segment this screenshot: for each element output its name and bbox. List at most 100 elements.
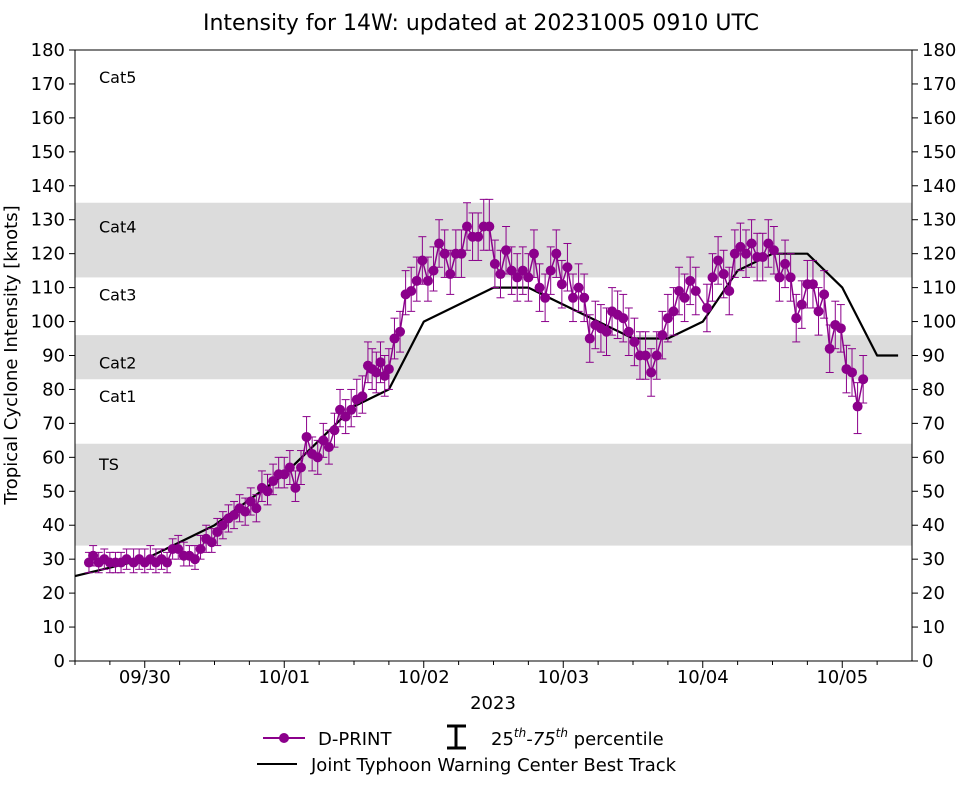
dprint-point — [819, 289, 830, 300]
dprint-point — [335, 404, 346, 415]
dprint-point — [240, 506, 251, 517]
dprint-point — [545, 265, 556, 276]
y-tick-label-right: 170 — [922, 74, 956, 95]
dprint-point — [461, 221, 472, 232]
legend-errorbar-icon — [447, 724, 466, 750]
band-label-cat5: Cat5 — [99, 68, 136, 87]
dprint-point — [568, 292, 579, 303]
dprint-point — [685, 275, 696, 286]
x-tick-label: 10/01 — [258, 667, 310, 688]
y-axis-label: Tropical Cyclone Intensity [knots] — [1, 205, 22, 505]
y-tick-label-right: 0 — [922, 651, 933, 672]
dprint-point — [528, 248, 539, 259]
band-label-cat1: Cat1 — [99, 387, 136, 406]
dprint-point — [813, 306, 824, 317]
y-tick-label-left: 50 — [42, 481, 65, 502]
dprint-point — [534, 282, 545, 293]
dprint-point — [763, 238, 774, 249]
y-tick-label-left: 60 — [42, 447, 65, 468]
y-tick-label-right: 40 — [922, 515, 945, 536]
y-tick-label-left: 100 — [31, 312, 65, 333]
y-tick-label-right: 140 — [922, 176, 956, 197]
dprint-point — [357, 391, 368, 402]
band-label-cat3: Cat3 — [99, 285, 136, 304]
y-tick-label-left: 120 — [31, 244, 65, 265]
y-tick-label-right: 120 — [922, 244, 956, 265]
dprint-point — [484, 221, 495, 232]
y-tick-label-right: 30 — [922, 549, 945, 570]
dprint-point — [428, 265, 439, 276]
y-tick-label-left: 0 — [54, 651, 65, 672]
y-tick-label-right: 60 — [922, 447, 945, 468]
dprint-point — [668, 306, 679, 317]
dprint-point — [540, 292, 551, 303]
dprint-point — [674, 286, 685, 297]
y-tick-label-right: 50 — [922, 481, 945, 502]
dprint-point — [796, 299, 807, 310]
dprint-point — [707, 272, 718, 283]
dprint-point — [623, 326, 634, 337]
legend: D-PRINT 25th-75th percentile Joint Typho… — [257, 724, 677, 776]
dprint-point — [318, 435, 329, 446]
dprint-point — [579, 292, 590, 303]
dprint-point — [640, 350, 651, 361]
dprint-point — [489, 258, 500, 269]
y-tick-label-right: 70 — [922, 413, 945, 434]
dprint-point — [501, 245, 512, 256]
dprint-point — [679, 292, 690, 303]
x-axis-label: 2023 — [470, 693, 516, 714]
y-tick-label-right: 180 — [922, 40, 956, 61]
y-tick-label-right: 130 — [922, 210, 956, 231]
x-tick-label: 10/02 — [398, 667, 450, 688]
y-tick-label-left: 80 — [42, 379, 65, 400]
y-tick-label-left: 180 — [31, 40, 65, 61]
dprint-point — [746, 238, 757, 249]
dprint-point — [618, 313, 629, 324]
band-cat2 — [75, 335, 912, 380]
y-tick-label-right: 90 — [922, 346, 945, 367]
dprint-point — [657, 330, 668, 341]
dprint-point — [824, 343, 835, 354]
dprint-point — [262, 486, 273, 497]
dprint-point — [411, 275, 422, 286]
dprint-point — [506, 265, 517, 276]
y-tick-label-right: 80 — [922, 379, 945, 400]
dprint-point — [422, 275, 433, 286]
dprint-point — [646, 367, 657, 378]
dprint-point — [573, 282, 584, 293]
band-label-ts: TS — [98, 455, 119, 474]
dprint-point — [206, 537, 217, 548]
dprint-point — [629, 336, 640, 347]
dprint-point — [835, 323, 846, 334]
dprint-point — [551, 248, 562, 259]
y-tick-label-left: 170 — [31, 74, 65, 95]
dprint-point — [329, 425, 340, 436]
dprint-point — [445, 269, 456, 280]
dprint-point — [456, 248, 467, 259]
dprint-point — [517, 265, 528, 276]
dprint-point — [279, 469, 290, 480]
dprint-point — [651, 350, 662, 361]
dprint-point — [473, 231, 484, 242]
dprint-point — [375, 357, 386, 368]
dprint-point — [584, 333, 595, 344]
dprint-point — [406, 286, 417, 297]
dprint-point — [417, 255, 428, 266]
x-tick-label: 09/30 — [119, 667, 171, 688]
dprint-point — [312, 452, 323, 463]
dprint-point — [189, 554, 200, 565]
dprint-point — [774, 272, 785, 283]
dprint-point — [340, 411, 351, 422]
dprint-point — [434, 238, 445, 249]
dprint-point — [852, 401, 863, 412]
y-tick-label-right: 100 — [922, 312, 956, 333]
dprint-point — [346, 404, 357, 415]
dprint-point — [212, 527, 223, 538]
y-tick-label-right: 20 — [922, 583, 945, 604]
dprint-point — [807, 279, 818, 290]
y-tick-label-left: 150 — [31, 142, 65, 163]
y-tick-label-left: 70 — [42, 413, 65, 434]
dprint-point — [523, 272, 534, 283]
dprint-point — [251, 503, 262, 514]
